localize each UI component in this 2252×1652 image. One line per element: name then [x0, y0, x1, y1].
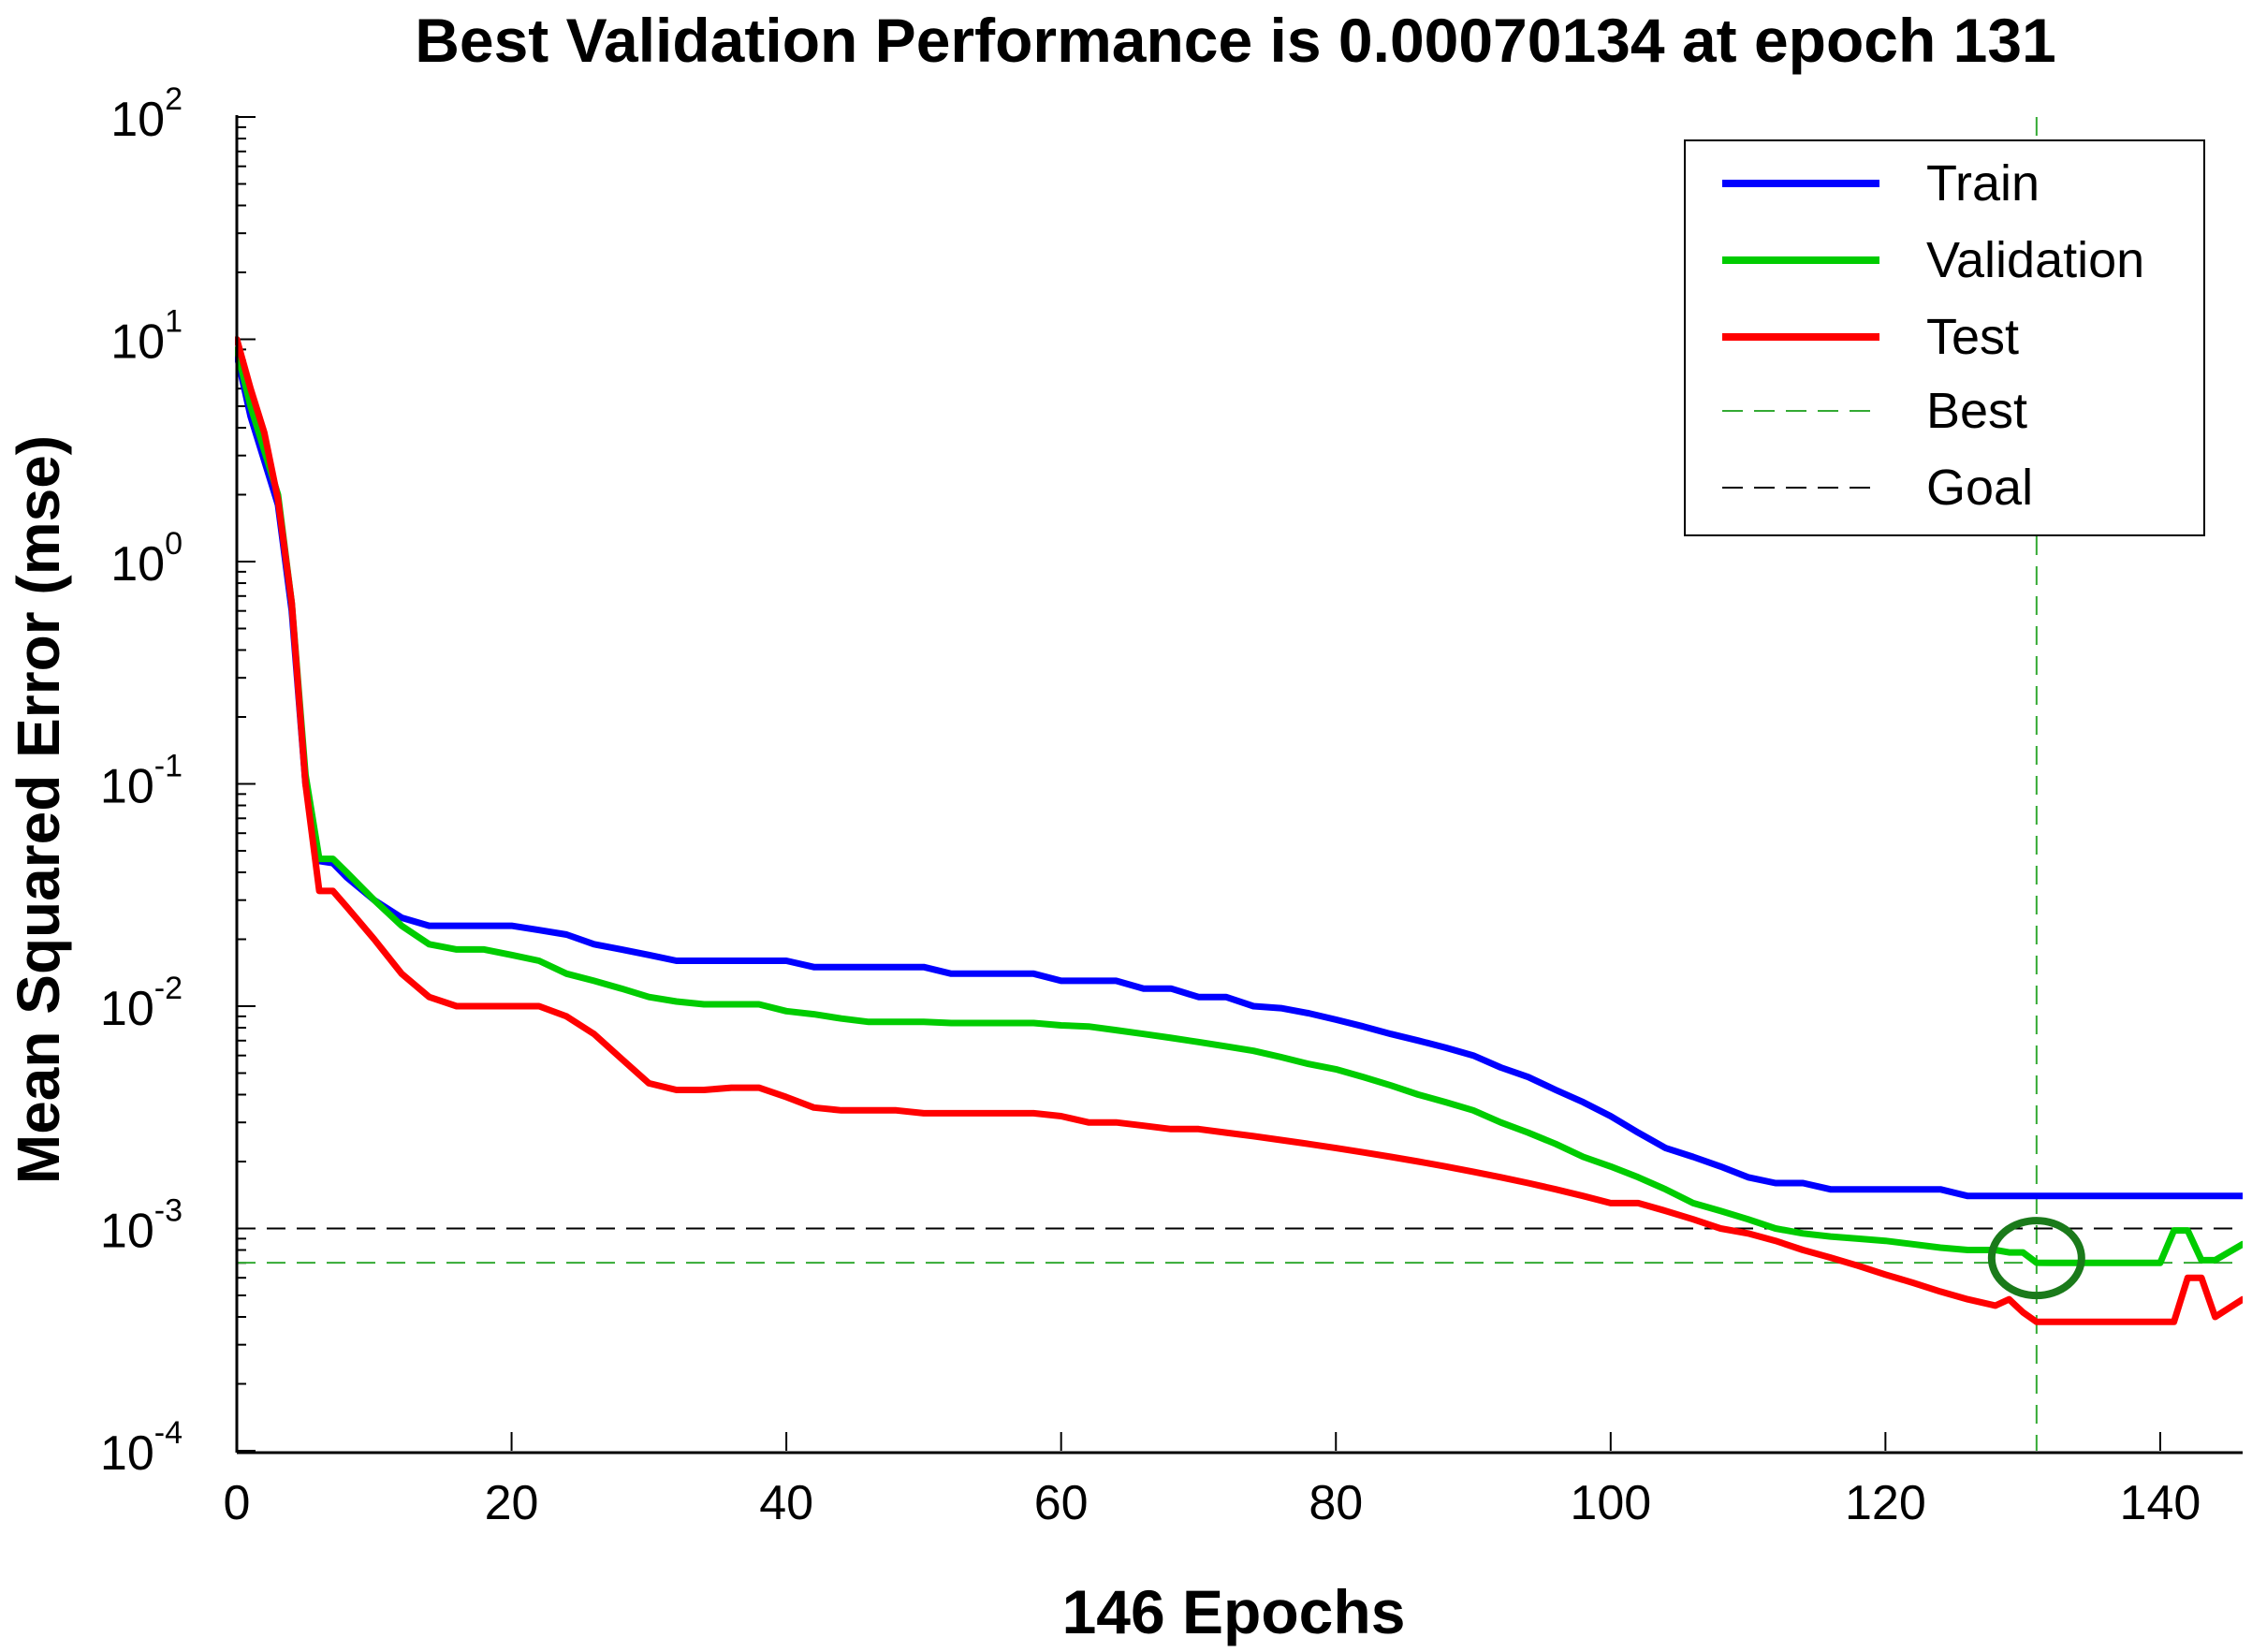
y-tick-exponent: -1: [154, 749, 183, 784]
y-tick-exponent: 2: [165, 81, 183, 117]
best-marker-group: [1987, 1217, 2085, 1300]
chart-title: Best Validation Performance is 0.0007013…: [415, 6, 2056, 75]
legend-label-validation: Validation: [1926, 232, 2144, 288]
x-tick-label: 120: [1845, 1476, 1926, 1530]
legend: Train Validation Test Best Goal: [1684, 139, 2205, 536]
y-tick-label: 100: [110, 526, 183, 592]
legend-label-test: Test: [1926, 309, 2019, 365]
y-tick-label: 101: [110, 304, 183, 370]
x-tick-label: 80: [1309, 1476, 1363, 1530]
y-tick-label: 10-2: [100, 971, 183, 1036]
series-line-test: [235, 336, 2243, 1325]
series-line-train: [235, 351, 2243, 1200]
x-tick-label: 40: [759, 1476, 813, 1530]
x-axis-label: 146 Epochs: [1062, 1577, 1406, 1646]
y-tick-label: 102: [110, 81, 183, 147]
legend-label-goal: Goal: [1926, 460, 2033, 516]
y-axis-label: Mean Squared Error (mse): [5, 435, 72, 1184]
y-tick-exponent: -2: [154, 971, 183, 1006]
y-tick-exponent: -3: [154, 1193, 183, 1229]
x-tick-label: 20: [485, 1476, 539, 1530]
legend-label-best: Best: [1926, 383, 2027, 439]
y-tick-exponent: -4: [154, 1415, 183, 1451]
best-point-marker: [1987, 1217, 2085, 1300]
x-tick-label: 0: [224, 1476, 251, 1530]
y-tick-exponent: 1: [165, 304, 183, 340]
x-tick-label: 100: [1570, 1476, 1651, 1530]
y-tick-exponent: 0: [165, 526, 183, 562]
legend-label-train: Train: [1926, 155, 2040, 212]
x-tick-label: 60: [1034, 1476, 1089, 1530]
x-axis: 0 20 40 60 80 100 120 140: [224, 1432, 2201, 1530]
x-tick-label: 140: [2120, 1476, 2201, 1530]
y-tick-label: 10-3: [100, 1193, 183, 1259]
y-tick-label: 10-4: [100, 1415, 183, 1481]
series-line-validation: [235, 345, 2243, 1266]
series-lines: [235, 336, 2243, 1325]
y-tick-label: 10-1: [100, 749, 183, 814]
